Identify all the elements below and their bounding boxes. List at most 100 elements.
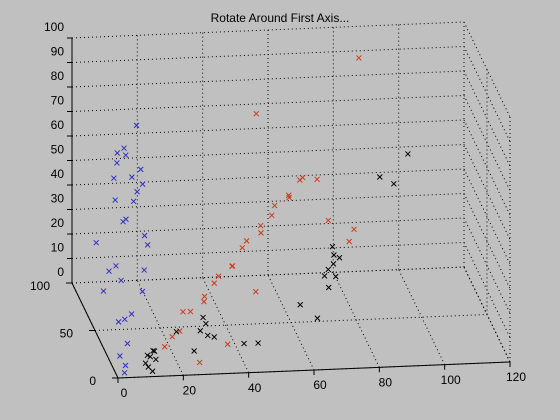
z-tick-label: 50 (51, 143, 65, 157)
grid-line (463, 144, 511, 240)
data-point (257, 222, 264, 229)
data-point (137, 166, 144, 173)
data-point (141, 232, 148, 239)
grid-line (71, 46, 465, 63)
grid-line (71, 266, 465, 284)
data-point (124, 340, 131, 347)
grid-line (463, 266, 511, 363)
data-point (204, 332, 211, 339)
grid-line (94, 314, 488, 331)
grid-line (463, 242, 511, 338)
data-point (325, 217, 332, 224)
data-point (114, 160, 120, 166)
y-tick-label: 0 (89, 374, 96, 388)
data-point (187, 308, 194, 315)
grid-line (332, 272, 380, 368)
data-point (149, 368, 156, 375)
data-point (93, 239, 100, 246)
grid-line (463, 168, 511, 265)
grid-line (71, 70, 465, 88)
data-point (258, 229, 264, 236)
y-tick-label: 50 (60, 327, 74, 341)
data-point (331, 252, 337, 258)
data-point (201, 293, 208, 300)
data-point (351, 226, 357, 233)
data-point (390, 180, 397, 187)
data-point (111, 175, 117, 182)
z-tick-label: 60 (51, 118, 65, 132)
grid-line (71, 95, 465, 112)
data-point (268, 212, 275, 219)
data-point (299, 174, 306, 181)
x-tick-label: 40 (248, 381, 262, 395)
data-point (229, 263, 236, 269)
data-point (356, 55, 362, 61)
data-point (113, 262, 119, 269)
data-point (121, 145, 127, 152)
grid-line (463, 119, 511, 216)
data-point (114, 150, 121, 156)
grid-line (71, 144, 465, 161)
data-point (215, 273, 222, 280)
grid-line (398, 269, 446, 365)
data-point (330, 260, 337, 267)
data-point (134, 188, 140, 195)
data-point (147, 353, 154, 360)
z-tick-label: 20 (51, 216, 65, 230)
data-point (376, 174, 383, 180)
data-point (100, 288, 107, 294)
x-tick-label: 60 (313, 378, 327, 392)
data-point (200, 314, 206, 321)
data-point (122, 362, 129, 369)
data-point (243, 238, 250, 244)
data-point (130, 198, 137, 205)
z-tick-label: 80 (51, 69, 65, 83)
data-point (253, 110, 260, 117)
data-point (173, 328, 180, 335)
z-tick-label: 0 (57, 265, 64, 279)
data-point (321, 273, 328, 279)
chart-title: Rotate Around First Axis... (211, 11, 350, 25)
data-point (117, 353, 123, 359)
data-point (128, 311, 135, 317)
grid-line (463, 70, 511, 167)
data-point (133, 122, 140, 129)
z-tick-label: 30 (51, 192, 65, 206)
grid-line (463, 193, 511, 289)
data-point (191, 348, 198, 354)
data-point (197, 327, 204, 334)
data-point (118, 277, 124, 284)
grid-line (71, 242, 465, 259)
grid-line (463, 217, 511, 314)
data-point (255, 340, 261, 346)
data-point (150, 347, 156, 354)
x-tick-label: 80 (379, 376, 393, 390)
data-point (201, 298, 207, 305)
data-point (121, 369, 128, 376)
data-point (144, 242, 151, 248)
z-tick-label: 70 (51, 94, 65, 108)
data-point (144, 352, 151, 359)
data-point (314, 315, 321, 322)
grid-line (71, 168, 465, 186)
grid-line (463, 95, 511, 191)
grid-line (463, 21, 511, 118)
data-point (325, 266, 332, 273)
data-point (169, 333, 176, 340)
x-tick-label: 0 (121, 386, 128, 400)
z-tick-label: 40 (51, 167, 65, 181)
data-point (297, 301, 304, 308)
y-tick-label: 100 (30, 279, 50, 293)
data-point (106, 268, 112, 275)
z-tick-label: 90 (51, 45, 65, 59)
data-point (211, 334, 218, 340)
x-tick-label: 20 (183, 384, 197, 398)
data-point (285, 192, 292, 199)
data-point (271, 202, 278, 209)
data-point (336, 254, 343, 261)
data-point (112, 197, 119, 203)
data-point (325, 284, 332, 291)
data-point (122, 152, 129, 159)
